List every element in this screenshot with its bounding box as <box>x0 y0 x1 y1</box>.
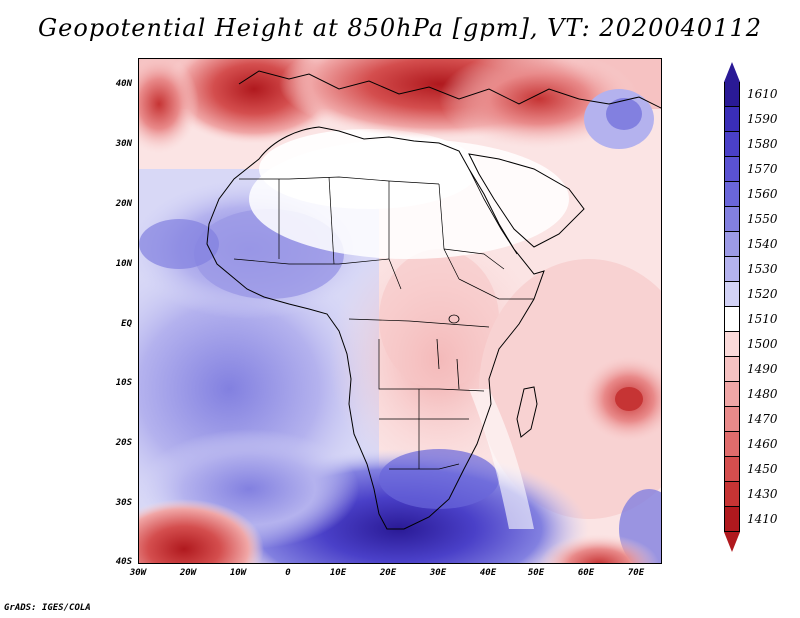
legend-swatch: 1500 <box>724 332 778 357</box>
africa-coastline <box>206 126 545 530</box>
lon-label-40e: 40E <box>479 568 497 578</box>
lon-label-30e: 30E <box>429 568 447 578</box>
lon-label-50e: 50E <box>527 568 545 578</box>
lon-label-30w: 30W <box>129 568 147 578</box>
map-title: Geopotential Height at 850hPa [gpm], VT:… <box>38 14 762 42</box>
legend-swatch: 1410 <box>724 507 778 532</box>
legend-swatch: 1610 <box>724 82 778 107</box>
legend-level-label: 1510 <box>747 311 778 326</box>
legend-swatch: 1580 <box>724 132 778 157</box>
map-area <box>138 58 662 564</box>
lat-label-10n: 10N <box>115 259 132 269</box>
legend-level-label: 1490 <box>747 361 778 376</box>
legend-level-label: 1590 <box>747 111 778 126</box>
legend-level-label: 1580 <box>747 136 778 151</box>
lon-label-10w: 10W <box>229 568 247 578</box>
legend-level-label: 1570 <box>747 161 778 176</box>
legend-level-label: 1530 <box>747 261 778 276</box>
lon-label-10e: 10E <box>329 568 347 578</box>
legend-level-label: 1470 <box>747 411 778 426</box>
legend-swatch: 1460 <box>724 432 778 457</box>
legend-level-label: 1410 <box>747 511 778 526</box>
legend-swatch: 1530 <box>724 257 778 282</box>
legend-swatch: 1550 <box>724 207 778 232</box>
legend-level-label: 1540 <box>747 236 778 251</box>
legend-swatch: 1510 <box>724 307 778 332</box>
legend-swatch: 1570 <box>724 157 778 182</box>
legend-level-label: 1480 <box>747 386 778 401</box>
legend-bottom-arrow <box>724 532 740 552</box>
legend-top-arrow <box>724 62 740 82</box>
legend-swatch: 1520 <box>724 282 778 307</box>
lat-label-20n: 20N <box>115 199 132 209</box>
color-legend: 1610 1590 1580 1570 1560 1550 1540 1530 1520 1510… <box>724 82 778 532</box>
lon-label-60e: 60E <box>577 568 595 578</box>
lat-label-20s: 20S <box>115 438 132 448</box>
arabia-coast <box>468 153 585 248</box>
geopotential-field <box>139 59 661 563</box>
lat-label-40s: 40S <box>115 557 132 567</box>
legend-level-label: 1430 <box>747 486 778 501</box>
lat-label-30s: 30S <box>115 498 132 508</box>
europe-coast <box>238 70 580 105</box>
lon-label-70e: 70E <box>627 568 645 578</box>
lon-label-20e: 20E <box>379 568 397 578</box>
legend-level-label: 1550 <box>747 211 778 226</box>
madagascar-coast <box>516 386 538 438</box>
grads-credit: GrADS: IGES/COLA <box>4 603 91 613</box>
lon-label-20w: 20W <box>179 568 197 578</box>
lat-label-eq: EQ <box>121 319 132 329</box>
legend-level-label: 1450 <box>747 461 778 476</box>
lat-label-30n: 30N <box>115 139 132 149</box>
legend-swatch: 1470 <box>724 407 778 432</box>
legend-swatch: 1450 <box>724 457 778 482</box>
lat-label-10s: 10S <box>115 378 132 388</box>
legend-swatch: 1480 <box>724 382 778 407</box>
legend-swatch: 1490 <box>724 357 778 382</box>
legend-swatch: 1540 <box>724 232 778 257</box>
lon-label-0: 0 <box>285 568 291 578</box>
legend-level-label: 1500 <box>747 336 778 351</box>
legend-level-label: 1610 <box>747 86 778 101</box>
legend-level-label: 1560 <box>747 186 778 201</box>
lat-label-40n: 40N <box>115 79 132 89</box>
legend-swatch: 1560 <box>724 182 778 207</box>
legend-swatch: 1590 <box>724 107 778 132</box>
country-borders <box>233 176 534 470</box>
legend-swatch: 1430 <box>724 482 778 507</box>
legend-level-label: 1520 <box>747 286 778 301</box>
legend-level-label: 1460 <box>747 436 778 451</box>
